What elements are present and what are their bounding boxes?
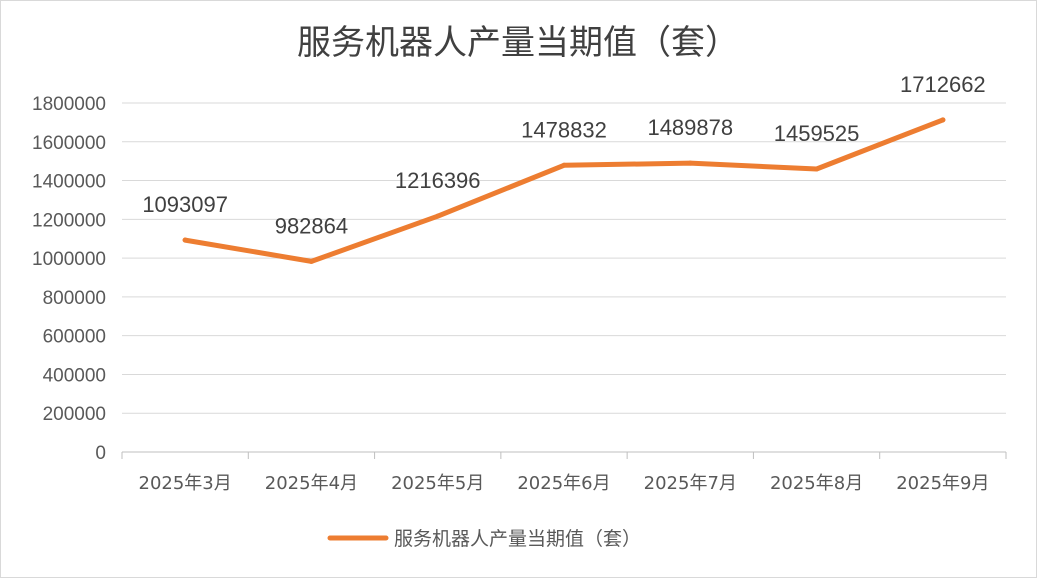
chart-title: 服务机器人产量当期值（套） xyxy=(297,23,739,63)
series-group xyxy=(182,117,946,264)
y-tick-label: 800000 xyxy=(43,288,106,309)
data-point xyxy=(561,162,567,168)
y-tick-label: 400000 xyxy=(43,365,106,386)
y-tick-label: 0 xyxy=(95,443,106,464)
data-label: 1216396 xyxy=(395,168,481,193)
data-point xyxy=(814,166,820,172)
data-label: 1489878 xyxy=(647,115,733,140)
data-label: 982864 xyxy=(275,213,348,238)
x-tick-label: 2025年9月 xyxy=(896,473,989,494)
x-tick-label: 2025年6月 xyxy=(517,473,610,494)
y-tick-label: 1400000 xyxy=(32,172,106,193)
x-axis: 2025年3月 2025年4月 2025年5月 2025年6月 2025年7月 2025年… xyxy=(121,451,1007,494)
x-tick-label: 2025年8月 xyxy=(770,473,863,494)
legend-label: 服务机器人产量当期值（套） xyxy=(394,528,641,550)
data-labels: 1093097 982864 1216396 1478832 1489878 145952… xyxy=(142,72,985,238)
y-tick-label: 1600000 xyxy=(32,133,106,154)
y-tick-label: 600000 xyxy=(43,327,106,348)
x-tick-label: 2025年5月 xyxy=(391,473,484,494)
x-tick-label: 2025年4月 xyxy=(265,473,358,494)
data-point xyxy=(687,160,693,166)
x-tick-label: 2025年7月 xyxy=(644,473,737,494)
data-label: 1093097 xyxy=(142,192,228,217)
y-tick-label: 200000 xyxy=(43,404,106,425)
data-point xyxy=(940,117,946,123)
gridlines xyxy=(122,102,1006,414)
data-point xyxy=(308,258,314,264)
y-tick-label: 1200000 xyxy=(32,210,106,231)
y-axis-ticks: 0 200000 400000 600000 800000 1000000 1200000 1… xyxy=(32,94,106,464)
data-point xyxy=(435,213,441,219)
legend: 服务机器人产量当期值（套） xyxy=(327,528,641,550)
data-label: 1478832 xyxy=(521,117,607,142)
data-label: 1712662 xyxy=(900,72,986,97)
y-tick-label: 1800000 xyxy=(32,94,106,115)
x-tick-label: 2025年3月 xyxy=(139,473,232,494)
data-point xyxy=(182,237,188,243)
y-tick-label: 1000000 xyxy=(32,249,106,270)
data-label: 1459525 xyxy=(774,121,860,146)
